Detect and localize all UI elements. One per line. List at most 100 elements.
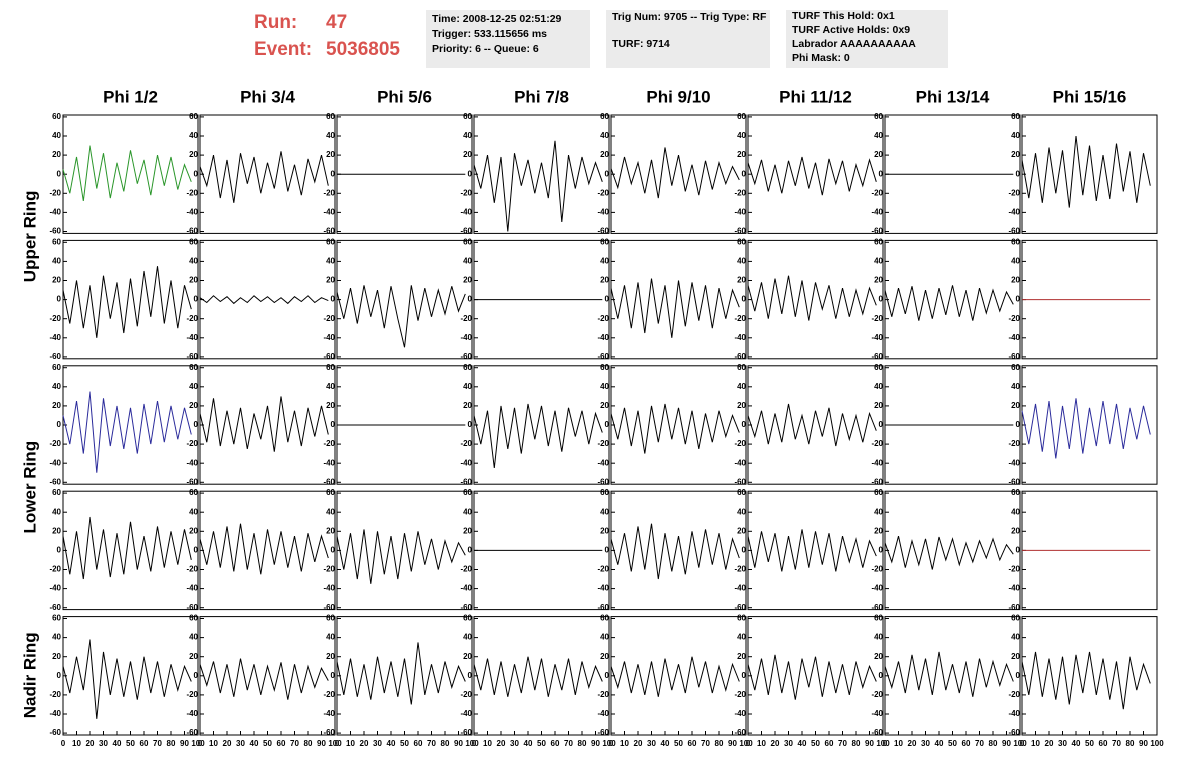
x-tick-label: 0 — [746, 739, 751, 748]
x-tick-label: 20 — [908, 739, 917, 748]
y-tick-label: -60 — [49, 603, 61, 612]
waveform — [610, 523, 740, 580]
x-tick-label: 100 — [465, 739, 479, 748]
y-tick-label: 60 — [326, 112, 335, 121]
info-box — [426, 10, 590, 68]
info-text: Labrador AAAAAAAAAA — [792, 38, 916, 50]
panel-frame — [199, 490, 336, 611]
y-tick-label: 60 — [463, 488, 472, 497]
y-tick-label: -60 — [1008, 728, 1020, 737]
y-tick-label: 20 — [52, 401, 61, 410]
y-tick-label: -40 — [1008, 709, 1020, 718]
y-tick-label: 60 — [463, 237, 472, 246]
y-tick-label: 0 — [605, 420, 610, 429]
waveform — [747, 156, 877, 196]
x-tick-label: 80 — [1126, 739, 1135, 748]
y-tick-label: 0 — [57, 671, 62, 680]
y-tick-label: 40 — [874, 131, 883, 140]
x-tick-label: 80 — [715, 739, 724, 748]
y-tick-label: -20 — [49, 565, 61, 574]
y-tick-label: 40 — [874, 257, 883, 266]
y-tick-label: -20 — [460, 565, 472, 574]
y-tick-label: -40 — [734, 333, 746, 342]
y-tick-label: -60 — [871, 728, 883, 737]
y-tick-label: 0 — [57, 295, 62, 304]
y-tick-label: 0 — [879, 671, 884, 680]
x-tick-label: 50 — [674, 739, 683, 748]
y-tick-label: -40 — [871, 709, 883, 718]
y-tick-label: 40 — [326, 257, 335, 266]
x-tick-label: 50 — [948, 739, 957, 748]
y-tick-label: -40 — [49, 333, 61, 342]
y-tick-label: 20 — [874, 401, 883, 410]
x-tick-label: 100 — [1150, 739, 1164, 748]
y-tick-label: 0 — [742, 546, 747, 555]
y-tick-label: 0 — [194, 671, 199, 680]
y-tick-label: -20 — [460, 314, 472, 323]
y-tick-label: 0 — [331, 169, 336, 178]
y-tick-label: -20 — [734, 439, 746, 448]
y-tick-label: 40 — [463, 633, 472, 642]
y-tick-label: 20 — [326, 526, 335, 535]
waveform — [1021, 651, 1151, 710]
y-tick-label: -40 — [871, 208, 883, 217]
x-tick-label: 40 — [798, 739, 807, 748]
y-tick-label: 40 — [600, 633, 609, 642]
waveform — [1021, 398, 1151, 459]
x-tick-label: 30 — [647, 739, 656, 748]
x-tick-label: 60 — [962, 739, 971, 748]
y-tick-label: 40 — [326, 382, 335, 391]
y-tick-label: 40 — [737, 382, 746, 391]
panel-frame — [884, 616, 1021, 736]
info-box — [786, 10, 948, 68]
y-tick-label: 40 — [189, 382, 198, 391]
y-tick-label: -60 — [186, 477, 198, 486]
x-tick-label: 100 — [602, 739, 616, 748]
x-tick-label: 40 — [250, 739, 259, 748]
column-title: Phi 15/16 — [1053, 87, 1127, 106]
y-tick-label: -40 — [460, 333, 472, 342]
y-tick-label: 20 — [463, 276, 472, 285]
y-tick-label: -40 — [186, 333, 198, 342]
y-tick-label: 60 — [1011, 363, 1020, 372]
y-tick-label: 60 — [326, 488, 335, 497]
y-tick-label: -40 — [323, 458, 335, 467]
y-tick-label: 60 — [737, 488, 746, 497]
y-tick-label: 0 — [1016, 546, 1021, 555]
y-tick-label: -20 — [186, 314, 198, 323]
y-tick-label: 40 — [737, 131, 746, 140]
waveform — [199, 523, 329, 575]
y-tick-label: 20 — [1011, 150, 1020, 159]
x-tick-label: 0 — [472, 739, 477, 748]
column-title: Phi 13/14 — [916, 87, 990, 106]
y-tick-label: -20 — [1008, 188, 1020, 197]
panel-frame — [473, 114, 610, 234]
panel-frame — [610, 490, 747, 611]
x-tick-label: 20 — [771, 739, 780, 748]
x-tick-label: 50 — [263, 739, 272, 748]
y-tick-label: -60 — [49, 352, 61, 361]
y-tick-label: -40 — [323, 208, 335, 217]
panel-frame — [62, 490, 199, 611]
y-tick-label: -40 — [597, 458, 609, 467]
panel-frame — [884, 490, 1021, 611]
y-tick-label: 60 — [52, 237, 61, 246]
y-tick-label: 0 — [194, 295, 199, 304]
y-tick-label: 0 — [57, 546, 62, 555]
y-tick-label: 0 — [468, 169, 473, 178]
y-tick-label: 60 — [600, 237, 609, 246]
y-tick-label: -20 — [871, 314, 883, 323]
y-tick-label: 60 — [1011, 488, 1020, 497]
y-tick-label: 40 — [874, 507, 883, 516]
column-title: Phi 11/12 — [779, 87, 852, 106]
y-tick-label: 40 — [737, 507, 746, 516]
x-tick-label: 90 — [865, 739, 874, 748]
y-tick-label: 60 — [874, 363, 883, 372]
x-tick-label: 10 — [894, 739, 903, 748]
x-tick-label: 100 — [876, 739, 890, 748]
y-tick-label: -60 — [323, 352, 335, 361]
y-tick-label: -20 — [871, 565, 883, 574]
y-tick-label: 0 — [1016, 169, 1021, 178]
y-tick-label: 20 — [189, 526, 198, 535]
y-tick-label: -60 — [186, 352, 198, 361]
